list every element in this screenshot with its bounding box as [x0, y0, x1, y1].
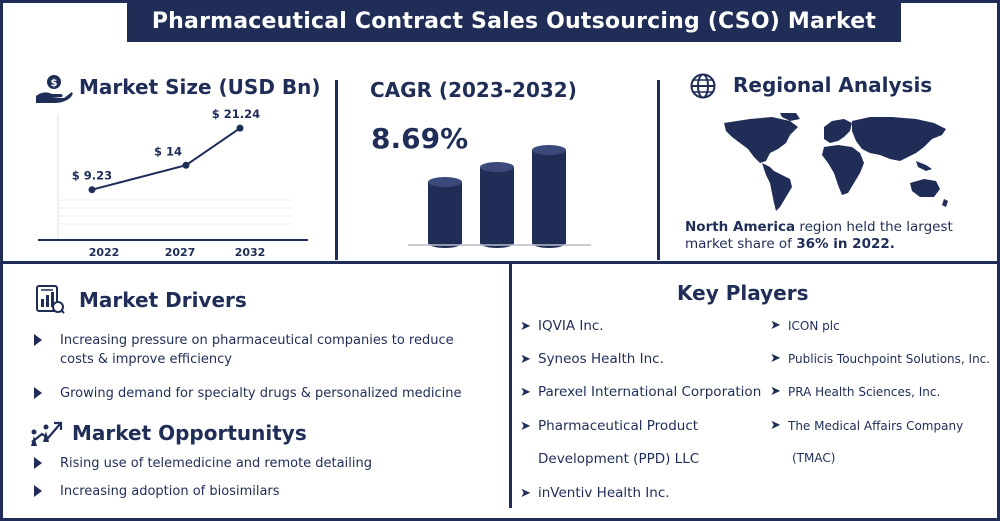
player-name: Syneos Health Inc.: [538, 351, 664, 367]
drivers-heading: Market Drivers: [79, 288, 247, 312]
x-tick-label: 2022: [89, 246, 120, 259]
player-name: Parexel International Corporation: [538, 384, 762, 400]
player-item: ➤ IQVIA Inc.: [520, 318, 604, 334]
money-hand-icon: $: [34, 74, 74, 108]
globe-icon: [689, 72, 717, 104]
player-name: ICON plc: [788, 318, 840, 333]
player-name: (TMAC): [792, 451, 836, 465]
market-size-heading: Market Size (USD Bn): [79, 75, 321, 99]
check-arrow-icon: ➤: [770, 318, 781, 333]
bullet-arrow-icon: [34, 457, 42, 469]
market-size-line-chart: $ 9.23 2022 $ 14 2027 $ 21.24 2032: [38, 107, 308, 259]
svg-text:$: $: [51, 78, 58, 89]
check-arrow-icon: ➤: [520, 384, 531, 400]
region-share: 36% in 2022.: [796, 236, 895, 252]
report-chart-icon: [33, 283, 65, 319]
player-name: IQVIA Inc.: [538, 318, 604, 334]
driver-text: Increasing pressure on pharmaceutical co…: [60, 333, 454, 367]
page-title: Pharmaceutical Contract Sales Outsourcin…: [127, 0, 901, 42]
bullet-arrow-icon: [34, 334, 42, 346]
data-label: $ 9.23: [72, 169, 112, 183]
opportunity-item: Rising use of telemedicine and remote de…: [34, 454, 474, 473]
cylinder-2: [480, 162, 514, 248]
check-arrow-icon: ➤: [520, 485, 531, 501]
player-item: ➤ The Medical Affairs Company: [770, 418, 963, 433]
world-map-graphic: [724, 113, 948, 211]
divider-top-1: [335, 80, 338, 260]
player-name: PRA Health Sciences, Inc.: [788, 384, 941, 399]
check-arrow-icon: ➤: [770, 384, 781, 399]
divider-middle: [0, 261, 1000, 264]
bullet-arrow-icon: [34, 387, 42, 399]
data-label: $ 21.24: [212, 107, 260, 121]
divider-bottom: [509, 263, 512, 508]
divider-top-2: [657, 80, 660, 260]
check-arrow-icon: ➤: [770, 418, 781, 433]
check-arrow-icon: ➤: [770, 351, 781, 366]
regional-heading: Regional Analysis: [733, 73, 933, 97]
driver-text: Growing demand for specialty drugs & per…: [60, 386, 462, 401]
cylinder-bars-graphic: [408, 145, 591, 248]
regional-line-2: market share of 36% in 2022.: [685, 236, 953, 253]
cagr-heading: CAGR (2023-2032): [370, 78, 577, 102]
check-arrow-icon: ➤: [520, 351, 531, 367]
x-tick-label: 2032: [235, 246, 266, 259]
data-point: [88, 186, 96, 194]
data-label: $ 14: [154, 144, 182, 158]
player-name: Development (PPD) LLC: [538, 451, 700, 467]
regional-line-1: North America region held the largest: [685, 219, 953, 236]
player-item-continued: Development (PPD) LLC: [538, 451, 699, 467]
series-line: [91, 127, 241, 191]
player-item: ➤ ICON plc: [770, 318, 840, 333]
region-text-2: market share of: [685, 236, 797, 252]
player-item: ➤ inVentiv Health Inc.: [520, 485, 670, 501]
cagr-value: 8.69%: [371, 122, 469, 155]
region-name: North America: [685, 219, 796, 235]
region-text-1: region held the largest: [795, 219, 953, 235]
player-name: The Medical Affairs Company: [788, 418, 964, 433]
cylinder-1: [428, 177, 462, 248]
data-point: [236, 124, 244, 132]
opportunity-item: Increasing adoption of biosimilars: [34, 482, 474, 501]
check-arrow-icon: ➤: [520, 418, 531, 434]
player-item-continued: (TMAC): [792, 451, 835, 465]
bullet-arrow-icon: [34, 485, 42, 497]
key-players-heading: Key Players: [677, 281, 809, 305]
regional-description: North America region held the largest ma…: [685, 219, 953, 253]
player-item: ➤ Parexel International Corporation: [520, 384, 761, 400]
player-name: Pharmaceutical Product: [538, 418, 699, 434]
player-name: inVentiv Health Inc.: [538, 485, 670, 501]
check-arrow-icon: ➤: [520, 318, 531, 334]
data-point: [182, 161, 190, 169]
player-item: ➤ PRA Health Sciences, Inc.: [770, 384, 940, 399]
growth-people-icon: [28, 418, 64, 452]
x-tick-label: 2027: [165, 246, 196, 259]
opportunity-text: Rising use of telemedicine and remote de…: [60, 456, 372, 471]
player-item: ➤ Publicis Touchpoint Solutions, Inc.: [770, 351, 990, 366]
player-item: ➤ Syneos Health Inc.: [520, 351, 664, 367]
driver-item: Growing demand for specialty drugs & per…: [34, 384, 494, 403]
player-item: ➤ Pharmaceutical Product: [520, 418, 698, 434]
player-name: Publicis Touchpoint Solutions, Inc.: [788, 351, 991, 366]
driver-item: Increasing pressure on pharmaceutical co…: [34, 331, 474, 369]
opportunity-text: Increasing adoption of biosimilars: [60, 484, 280, 499]
cylinder-3: [532, 145, 566, 248]
opportunities-heading: Market Opportunitys: [72, 421, 307, 445]
